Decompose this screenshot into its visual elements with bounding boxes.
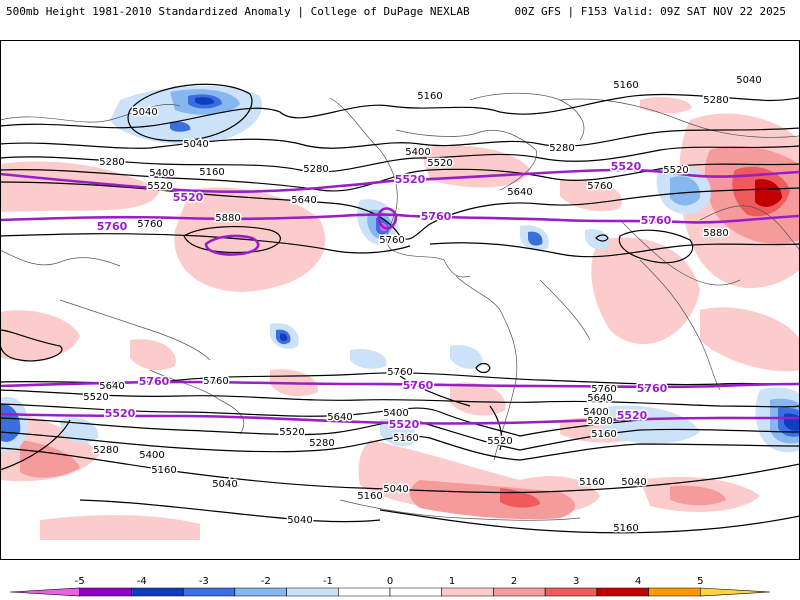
contour-label: 5160 [417, 91, 442, 102]
colorbar-swatch [182, 587, 236, 597]
contour-label: 5280 [303, 164, 328, 175]
contour-label: 5640 [291, 195, 316, 206]
colorbar-label: -5 [75, 576, 85, 587]
colorbar-label: 3 [573, 576, 579, 587]
colorbar-label: -1 [323, 576, 333, 587]
key-contour-label: 5760 [139, 375, 170, 388]
key-contour-label: 5760 [403, 379, 434, 392]
colorbar-swatch [389, 587, 443, 597]
contour-label: 5160 [199, 167, 224, 178]
contour-label: 5400 [405, 147, 430, 158]
contour-label: 5760 [203, 376, 228, 387]
anomaly-map: 5040504050405160516051605280528052805280… [0, 40, 800, 560]
contour-label: 5400 [583, 407, 608, 418]
key-contours [0, 168, 800, 425]
key-contour-label: 5760 [641, 214, 672, 227]
colorbar-label: -2 [261, 576, 271, 587]
contour-label: 5040 [621, 477, 646, 488]
contour-label: 5400 [383, 408, 408, 419]
colorbar-label: 4 [635, 576, 641, 587]
colorbar-swatch [493, 587, 546, 597]
contour-label: 5280 [99, 157, 124, 168]
contour-label: 5040 [287, 515, 312, 526]
colorbar-swatch [699, 587, 771, 597]
contour-label: 5520 [83, 392, 108, 403]
colorbar-swatch [544, 587, 598, 597]
colorbar-label: 1 [449, 576, 455, 587]
colorbar-swatch [337, 587, 391, 597]
colorbar-swatch [286, 587, 339, 597]
contour-label: 5880 [215, 213, 240, 224]
contour-label: 5760 [379, 235, 404, 246]
contour-label: 5640 [327, 412, 352, 423]
colorbar-swatches [9, 587, 771, 597]
key-contour-label: 5760 [97, 220, 128, 233]
contour-label: 5040 [212, 479, 237, 490]
key-contour-label: 5760 [421, 210, 452, 223]
colorbar-labels: -5 -4 -3 -2 -1 0 1 2 3 4 5 [75, 576, 704, 587]
contour-label: 5040 [132, 107, 157, 118]
header: 500mb Height 1981-2010 Standardized Anom… [0, 0, 800, 30]
contour-label: 5160 [579, 477, 604, 488]
contour-labels: 5040504050405160516051605280528052805280… [82, 74, 763, 536]
contour-label: 5160 [151, 465, 176, 476]
contour-label: 5640 [587, 393, 612, 404]
contour-label: 5280 [587, 416, 612, 427]
key-contour-label: 5520 [105, 407, 136, 420]
contour-label: 5040 [383, 484, 408, 495]
contour-label: 5280 [309, 438, 334, 449]
contour-label: 5280 [93, 445, 118, 456]
colorbar-swatch [9, 587, 81, 597]
contour-label: 5760 [591, 384, 616, 395]
contour-label: 5520 [427, 158, 452, 169]
colorbar-label: 5 [697, 576, 703, 587]
key-contour-label: 5520 [617, 409, 648, 422]
contour-label: 5040 [736, 75, 761, 86]
colorbar-swatch [234, 587, 287, 597]
contour-label: 5280 [703, 95, 728, 106]
contour-label: 5280 [549, 143, 574, 154]
contour-label: 5160 [393, 433, 418, 444]
colorbar-swatch [131, 587, 184, 597]
colorbar-swatch [79, 587, 132, 597]
contour-label: 5880 [703, 228, 728, 239]
contour-label: 5400 [149, 168, 174, 179]
contour-label: 5760 [587, 181, 612, 192]
contour-label: 5520 [663, 165, 688, 176]
contour-label: 5640 [99, 381, 124, 392]
colorbar-swatch [596, 587, 649, 597]
colorbar-swatch [648, 587, 701, 597]
contour-label: 5160 [357, 491, 382, 502]
key-contour-label: 5760 [637, 382, 668, 395]
colorbar-label: -4 [137, 576, 147, 587]
contour-label: 5640 [507, 187, 532, 198]
contour-label: 5040 [183, 139, 208, 150]
contour-label: 5760 [387, 367, 412, 378]
contour-label: 5760 [137, 219, 162, 230]
colorbar-label: 0 [387, 576, 393, 587]
key-contour-label: 5520 [611, 160, 642, 173]
model-run-info: 00Z GFS | F153 Valid: 09Z SAT NOV 22 202… [514, 5, 786, 18]
colorbar-label: -3 [199, 576, 209, 587]
colorbar-swatch [441, 587, 494, 597]
map-title: 500mb Height 1981-2010 Standardized Anom… [6, 5, 470, 18]
colorbar-label: 2 [511, 576, 517, 587]
contour-label: 5400 [139, 450, 164, 461]
key-contour-label: 5520 [395, 173, 426, 186]
contour-label: 5160 [613, 523, 638, 534]
contour-label: 5520 [279, 427, 304, 438]
colorbar: -5 -4 -3 -2 -1 0 1 2 3 4 5 [9, 576, 771, 597]
key-contour-label: 5520 [173, 191, 204, 204]
contour-label: 5160 [591, 429, 616, 440]
contour-label: 5520 [147, 181, 172, 192]
contour-label: 5160 [613, 80, 638, 91]
key-contour-label: 5520 [389, 418, 420, 431]
contour-label: 5520 [487, 436, 512, 447]
